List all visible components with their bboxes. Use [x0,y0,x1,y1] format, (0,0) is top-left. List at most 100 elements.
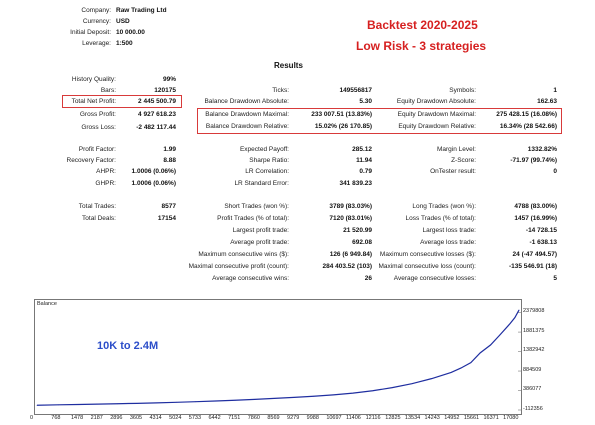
balance-point [479,352,481,354]
balance-point [116,403,118,405]
x-tick-label: 15661 [463,415,480,421]
ticks-label: Ticks: [272,87,289,94]
leverage-label: Leverage: [82,40,111,47]
balance-point [97,403,98,405]
ontester-label: OnTester result: [430,168,476,175]
x-tick-label: 17080 [503,415,519,421]
company-value: Raw Trading Ltd [116,7,167,14]
total-trades-value: 8577 [161,203,176,210]
avg-loss-label: Average loss trade: [420,239,476,246]
ahpr-label: AHPR: [96,168,116,175]
balance-point [450,371,452,373]
lr-corr-value: 0.79 [359,168,372,175]
balance-point [460,367,462,369]
ghpr-label: GHPR: [95,180,116,187]
avg-loss-value: -1 638.13 [529,239,557,246]
equity-dd-rel-value: 16.34% (28 542.66) [499,123,557,130]
balance-point [352,392,354,394]
avg-profit-value: 692.08 [352,239,372,246]
results-heading: Results [274,61,303,70]
x-tick-label: 5024 [169,415,182,421]
y-tick-label: 2379808 [523,308,545,315]
balance-dd-max-label: Balance Drawdown Maximal: [205,111,289,118]
deposit-value: 10 000.00 [116,29,145,36]
profit-trades-value: 7120 (83.01%) [329,215,372,222]
deposit-label: Initial Deposit: [70,29,111,36]
avg-consec-losses-value: 5 [553,275,557,282]
z-score-value: -71.97 (99.74%) [510,157,557,164]
long-trades-value: 4788 (83.00%) [514,203,557,210]
lr-err-label: LR Standard Error: [234,180,289,187]
avg-consec-losses-label: Average consecutive losses: [393,275,476,282]
balance-point [293,397,295,398]
avg-consec-wins-value: 26 [364,275,372,282]
ghpr-value: 1.0006 (0.06%) [131,180,176,187]
margin-level-value: 1332.82% [527,146,557,153]
x-tick-label: 0 [30,415,34,421]
banner-title: Backtest 2020-2025 [367,18,478,32]
equity-dd-max-value: 275 428.15 (16.08%) [496,111,557,118]
symbols-value: 1 [553,87,557,94]
total-net-profit-value: 2 445 500.79 [138,98,176,105]
chart-plot [36,309,521,411]
history-quality-value: 99% [162,76,176,83]
x-tick-label: 2896 [110,415,123,421]
lr-err-value: 341 839.23 [339,180,372,187]
short-trades-value: 3789 (83.03%) [329,203,372,210]
max-consec-losses-label: Maximum consecutive losses ($): [379,251,476,258]
x-tick-label: 6442 [208,415,221,421]
balance-point [490,344,491,346]
x-tick-label: 12825 [385,415,401,421]
z-score-label: Z-Score: [451,157,476,164]
recovery-factor-value: 8.88 [163,157,176,164]
balance-point [273,397,275,399]
equity-dd-max-label: Equity Drawdown Maximal: [397,111,476,118]
maximal-consec-loss-label: Maximal consecutive loss (count): [378,263,476,270]
balance-point [234,399,236,401]
balance-point [36,404,38,406]
x-tick-label: 9279 [287,415,300,421]
largest-loss-value: -14 728.15 [525,227,557,234]
total-net-profit-label: Total Net Profit: [71,98,116,105]
x-tick-label: 5733 [188,415,202,421]
bars-label: Bars: [100,87,116,94]
sharpe-value: 11.94 [356,157,372,164]
short-trades-label: Short Trades (won %): [224,203,289,210]
total-deals-label: Total Deals: [82,215,116,222]
max-consec-wins-label: Maximum consecutive wins ($): [198,251,289,258]
loss-trades-value: 1457 (16.99%) [514,215,557,222]
x-tick-label: 10697 [326,415,342,421]
balance-dd-rel-label: Balance Drawdown Relative: [205,123,289,130]
maximal-consec-profit-label: Maximal consecutive profit (count): [188,263,289,270]
maximal-consec-loss-value: -135 546.91 (18) [508,263,557,270]
maximal-consec-profit-value: 284 403.52 (103) [322,263,372,270]
expected-payoff-label: Expected Payoff: [239,146,289,153]
highlight-drawdowns [197,108,562,134]
ticks-value: 149556817 [339,87,372,94]
max-consec-losses-value: 24 (-47 494.57) [512,251,557,258]
x-tick-label: 1478 [70,415,84,421]
loss-trades-label: Loss Trades (% of total): [405,215,476,222]
balance-point [499,334,501,336]
x-tick-label: 768 [51,415,61,421]
gross-loss-value: -2 482 117.44 [136,124,176,131]
margin-level-label: Margin Level: [436,146,476,153]
y-tick-label: 884509 [523,366,542,373]
chart-annotation: 10K to 2.4M [97,340,159,352]
balance-point [136,402,138,404]
x-tick-label: 2187 [90,415,103,421]
sharpe-label: Sharpe Ratio: [249,157,289,164]
balance-point [411,383,413,385]
balance-point [372,390,374,392]
x-tick-label: 7860 [247,415,260,421]
bars-value: 120175 [154,87,176,94]
ahpr-value: 1.0006 (0.06%) [131,168,176,175]
largest-profit-label: Largest profit trade: [232,227,289,234]
balance-point [470,362,472,364]
x-tick-label: 13534 [404,415,421,421]
expected-payoff-value: 285.12 [352,146,372,153]
balance-point [391,387,393,389]
x-tick-label: 3605 [129,415,143,421]
equity-dd-abs-value: 162.63 [537,98,557,105]
gross-profit-value: 4 927 618.23 [138,111,176,118]
